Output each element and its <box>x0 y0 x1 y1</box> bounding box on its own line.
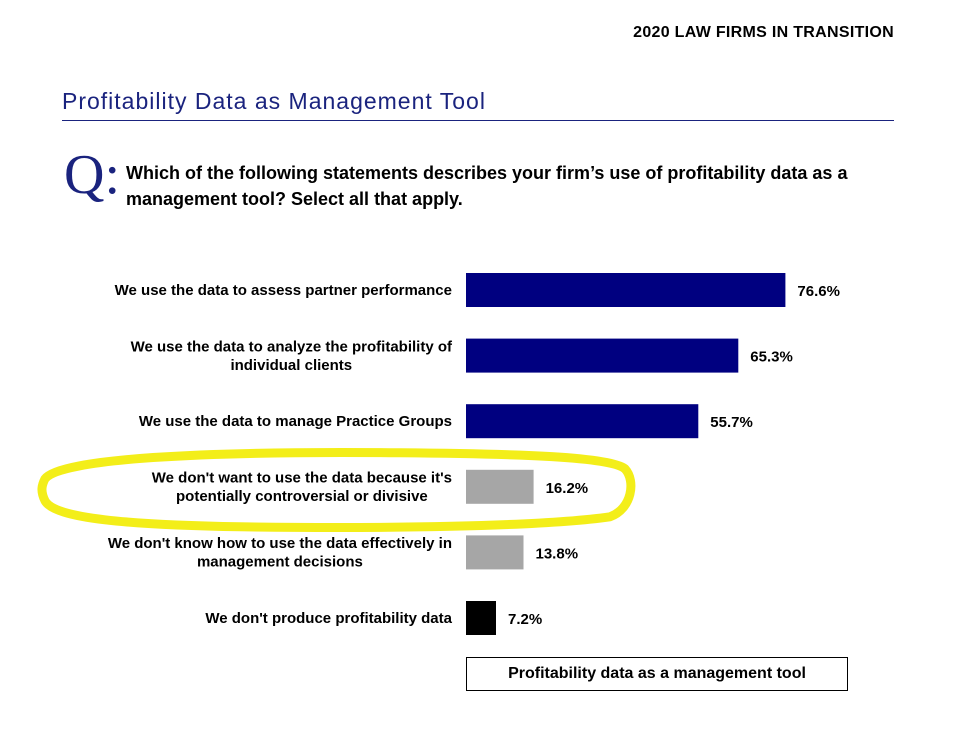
category-label-line: management decisions <box>197 554 363 571</box>
category-label-1: We use the data to assess partner perfor… <box>115 282 452 299</box>
section-title: Profitability Data as Management Tool <box>62 88 486 114</box>
category-label-5: We don't know how to use the data effect… <box>108 535 452 571</box>
category-label-line: We use the data to assess partner perfor… <box>115 282 452 299</box>
category-label-line: We don't produce profitability data <box>205 610 452 627</box>
question-text: Which of the following statements descri… <box>126 163 848 209</box>
bar-5 <box>466 535 524 570</box>
value-label-4: 16.2% <box>546 480 589 497</box>
bar-3 <box>466 404 699 439</box>
category-label-4: We don't want to use the data because it… <box>152 470 452 506</box>
category-label-line: We don't want to use the data because it… <box>152 470 452 487</box>
category-label-2: We use the data to analyze the profitabi… <box>131 338 453 374</box>
category-label-line: We don't know how to use the data effect… <box>108 535 452 552</box>
value-label-3: 55.7% <box>710 414 753 431</box>
category-label-6: We don't produce profitability data <box>205 610 452 627</box>
value-label-6: 7.2% <box>508 611 542 628</box>
question-marker: Q: <box>64 144 120 206</box>
category-label-3: We use the data to manage Practice Group… <box>139 413 452 430</box>
report-title: 2020 LAW FIRMS IN TRANSITION <box>633 24 894 41</box>
value-label-2: 65.3% <box>750 349 793 366</box>
category-label-line: individual clients <box>230 357 352 374</box>
category-label-line: We use the data to analyze the profitabi… <box>131 338 453 355</box>
section-divider <box>62 120 894 121</box>
value-label-1: 76.6% <box>797 283 840 300</box>
category-label-line: potentially controversial or divisive <box>176 488 428 505</box>
value-label-5: 13.8% <box>536 545 579 562</box>
category-label-line: We use the data to manage Practice Group… <box>139 413 452 430</box>
bar-1 <box>466 273 786 307</box>
bar-6 <box>466 601 496 635</box>
bar-2 <box>466 338 739 373</box>
chart-legend: Profitability data as a management tool <box>466 657 848 691</box>
bar-4 <box>466 469 534 504</box>
highlight-marker <box>37 448 636 532</box>
